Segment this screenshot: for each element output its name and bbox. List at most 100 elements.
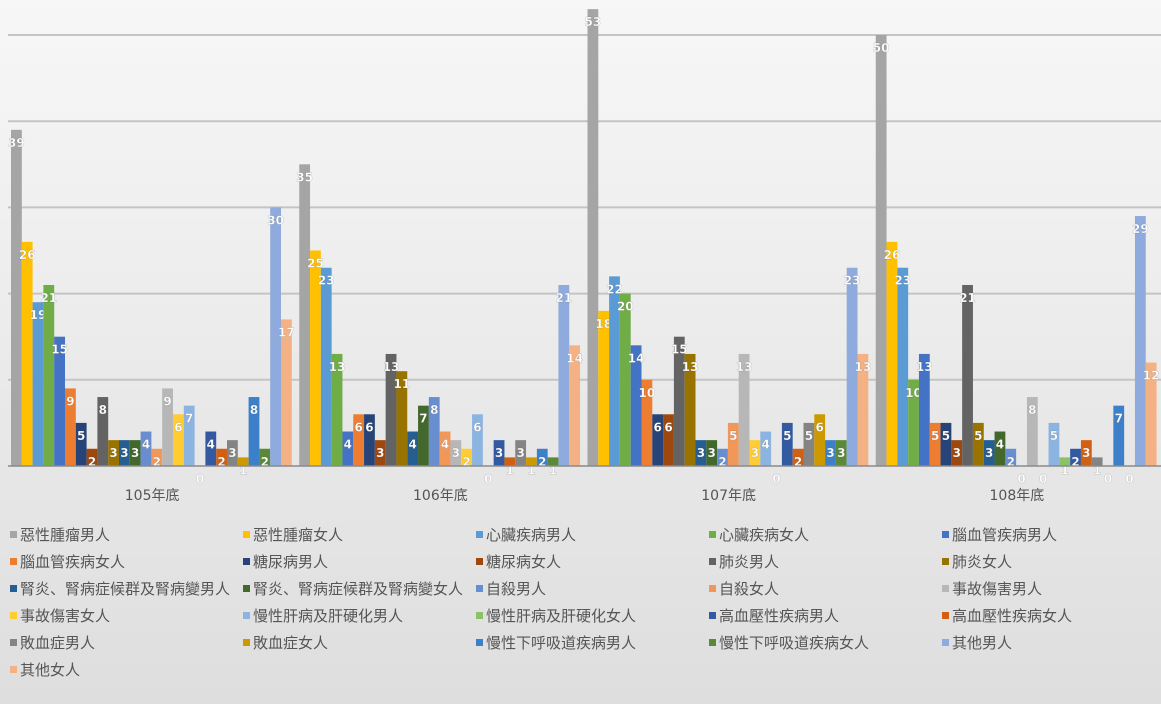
data-label: 3 [837, 446, 845, 460]
data-label: 2 [718, 455, 726, 469]
chart-legend: 惡性腫瘤男人 惡性腫瘤女人 心臟疾病男人 心臟疾病女人 腦血管疾病男人 腦血管疾病女人 糖尿… [10, 522, 1160, 681]
bar [619, 293, 631, 466]
data-label: 4 [408, 438, 416, 452]
bar [162, 388, 173, 466]
data-label: 7 [185, 412, 193, 426]
bar [504, 457, 516, 466]
data-label: 3 [1082, 446, 1090, 460]
bar [1059, 457, 1071, 466]
bar [717, 448, 728, 466]
bar [727, 422, 739, 466]
bar [951, 440, 963, 466]
legend-item: 腦血管疾病男人 [942, 522, 1161, 546]
data-label: 0 [1104, 472, 1112, 486]
data-label: 19 [30, 308, 47, 322]
bar [407, 431, 419, 466]
bar [536, 448, 548, 466]
legend-item: 慢性下呼吸道疾病男人 [476, 630, 709, 654]
legend-swatch [476, 611, 483, 619]
legend-label: 腦血管疾病男人 [952, 525, 1058, 544]
bar [940, 422, 952, 466]
bar [630, 345, 642, 466]
legend-item: 自殺女人 [709, 576, 942, 600]
data-label: 10 [639, 386, 656, 400]
legend-label: 敗血症男人 [20, 633, 96, 652]
bar [299, 164, 311, 467]
legend-item: 腎炎、腎病症候群及腎病變男人 [10, 576, 243, 600]
legend-label: 糖尿病女人 [486, 552, 562, 571]
bar [374, 440, 386, 466]
legend-label: 慢性下呼吸道疾病男人 [486, 633, 637, 652]
data-label: 2 [1007, 455, 1015, 469]
data-label: 9 [163, 394, 171, 408]
bar [875, 35, 887, 466]
data-label: 4 [996, 438, 1004, 452]
bar [461, 448, 473, 466]
legend-item: 事故傷害男人 [942, 576, 1161, 600]
data-label: 5 [805, 429, 813, 443]
bar [331, 353, 343, 466]
bar [641, 379, 653, 466]
data-label: 20 [617, 300, 634, 314]
legend-swatch [709, 584, 716, 592]
data-label: 26 [19, 248, 36, 262]
legend-item: 敗血症女人 [243, 630, 476, 654]
data-label: 6 [174, 420, 182, 434]
legend-item: 糖尿病男人 [243, 549, 476, 573]
bar [749, 440, 761, 466]
legend-swatch [10, 530, 17, 538]
bar [472, 414, 483, 466]
data-label: 4 [344, 438, 352, 452]
data-label: 4 [762, 438, 770, 452]
bar [972, 422, 984, 466]
bar [684, 353, 696, 466]
legend-swatch [709, 530, 716, 538]
legend-item: 肺炎男人 [709, 549, 942, 573]
legend-item: 惡性腫瘤男人 [10, 522, 243, 546]
bar [108, 440, 119, 466]
data-label: 26 [884, 248, 901, 262]
data-label: 6 [654, 420, 662, 434]
legend-label: 自殺男人 [486, 579, 547, 598]
bar [918, 353, 930, 466]
bar [119, 440, 130, 466]
bar [652, 414, 664, 466]
legend-swatch [942, 638, 949, 646]
data-label: 0 [1125, 472, 1133, 486]
data-label: 3 [120, 446, 128, 460]
data-label: 7 [1115, 412, 1123, 426]
data-label: 4 [142, 438, 150, 452]
bar [663, 414, 674, 466]
legend-item: 自殺男人 [476, 576, 709, 600]
bar [310, 250, 321, 466]
data-label: 3 [697, 446, 705, 460]
legend-label: 心臟疾病男人 [486, 525, 577, 544]
legend-swatch [942, 611, 949, 619]
bar [547, 457, 559, 466]
legend-swatch [10, 665, 17, 673]
data-label: 0 [1017, 472, 1025, 486]
legend-swatch [942, 584, 949, 592]
bar [781, 422, 793, 466]
bar [587, 9, 599, 466]
data-label: 0 [484, 472, 492, 486]
bar [43, 284, 55, 466]
data-label: 12 [1143, 369, 1160, 383]
data-label: 13 [383, 360, 400, 374]
legend-swatch [243, 584, 250, 592]
legend-label: 高血壓性疾病男人 [719, 606, 840, 625]
data-label: 15 [671, 343, 688, 357]
bar [835, 440, 847, 466]
data-label: 3 [228, 446, 236, 460]
bar [97, 397, 109, 466]
data-label: 0 [196, 472, 204, 486]
legend-swatch [243, 638, 250, 646]
data-label: 6 [365, 420, 373, 434]
bar [439, 431, 451, 466]
bar [21, 241, 33, 466]
data-label: 13 [736, 360, 753, 374]
legend-item: 肺炎女人 [942, 549, 1161, 573]
bar [320, 267, 332, 466]
legend-item: 慢性肝病及肝硬化男人 [243, 603, 476, 627]
legend-item: 其他女人 [10, 657, 243, 681]
